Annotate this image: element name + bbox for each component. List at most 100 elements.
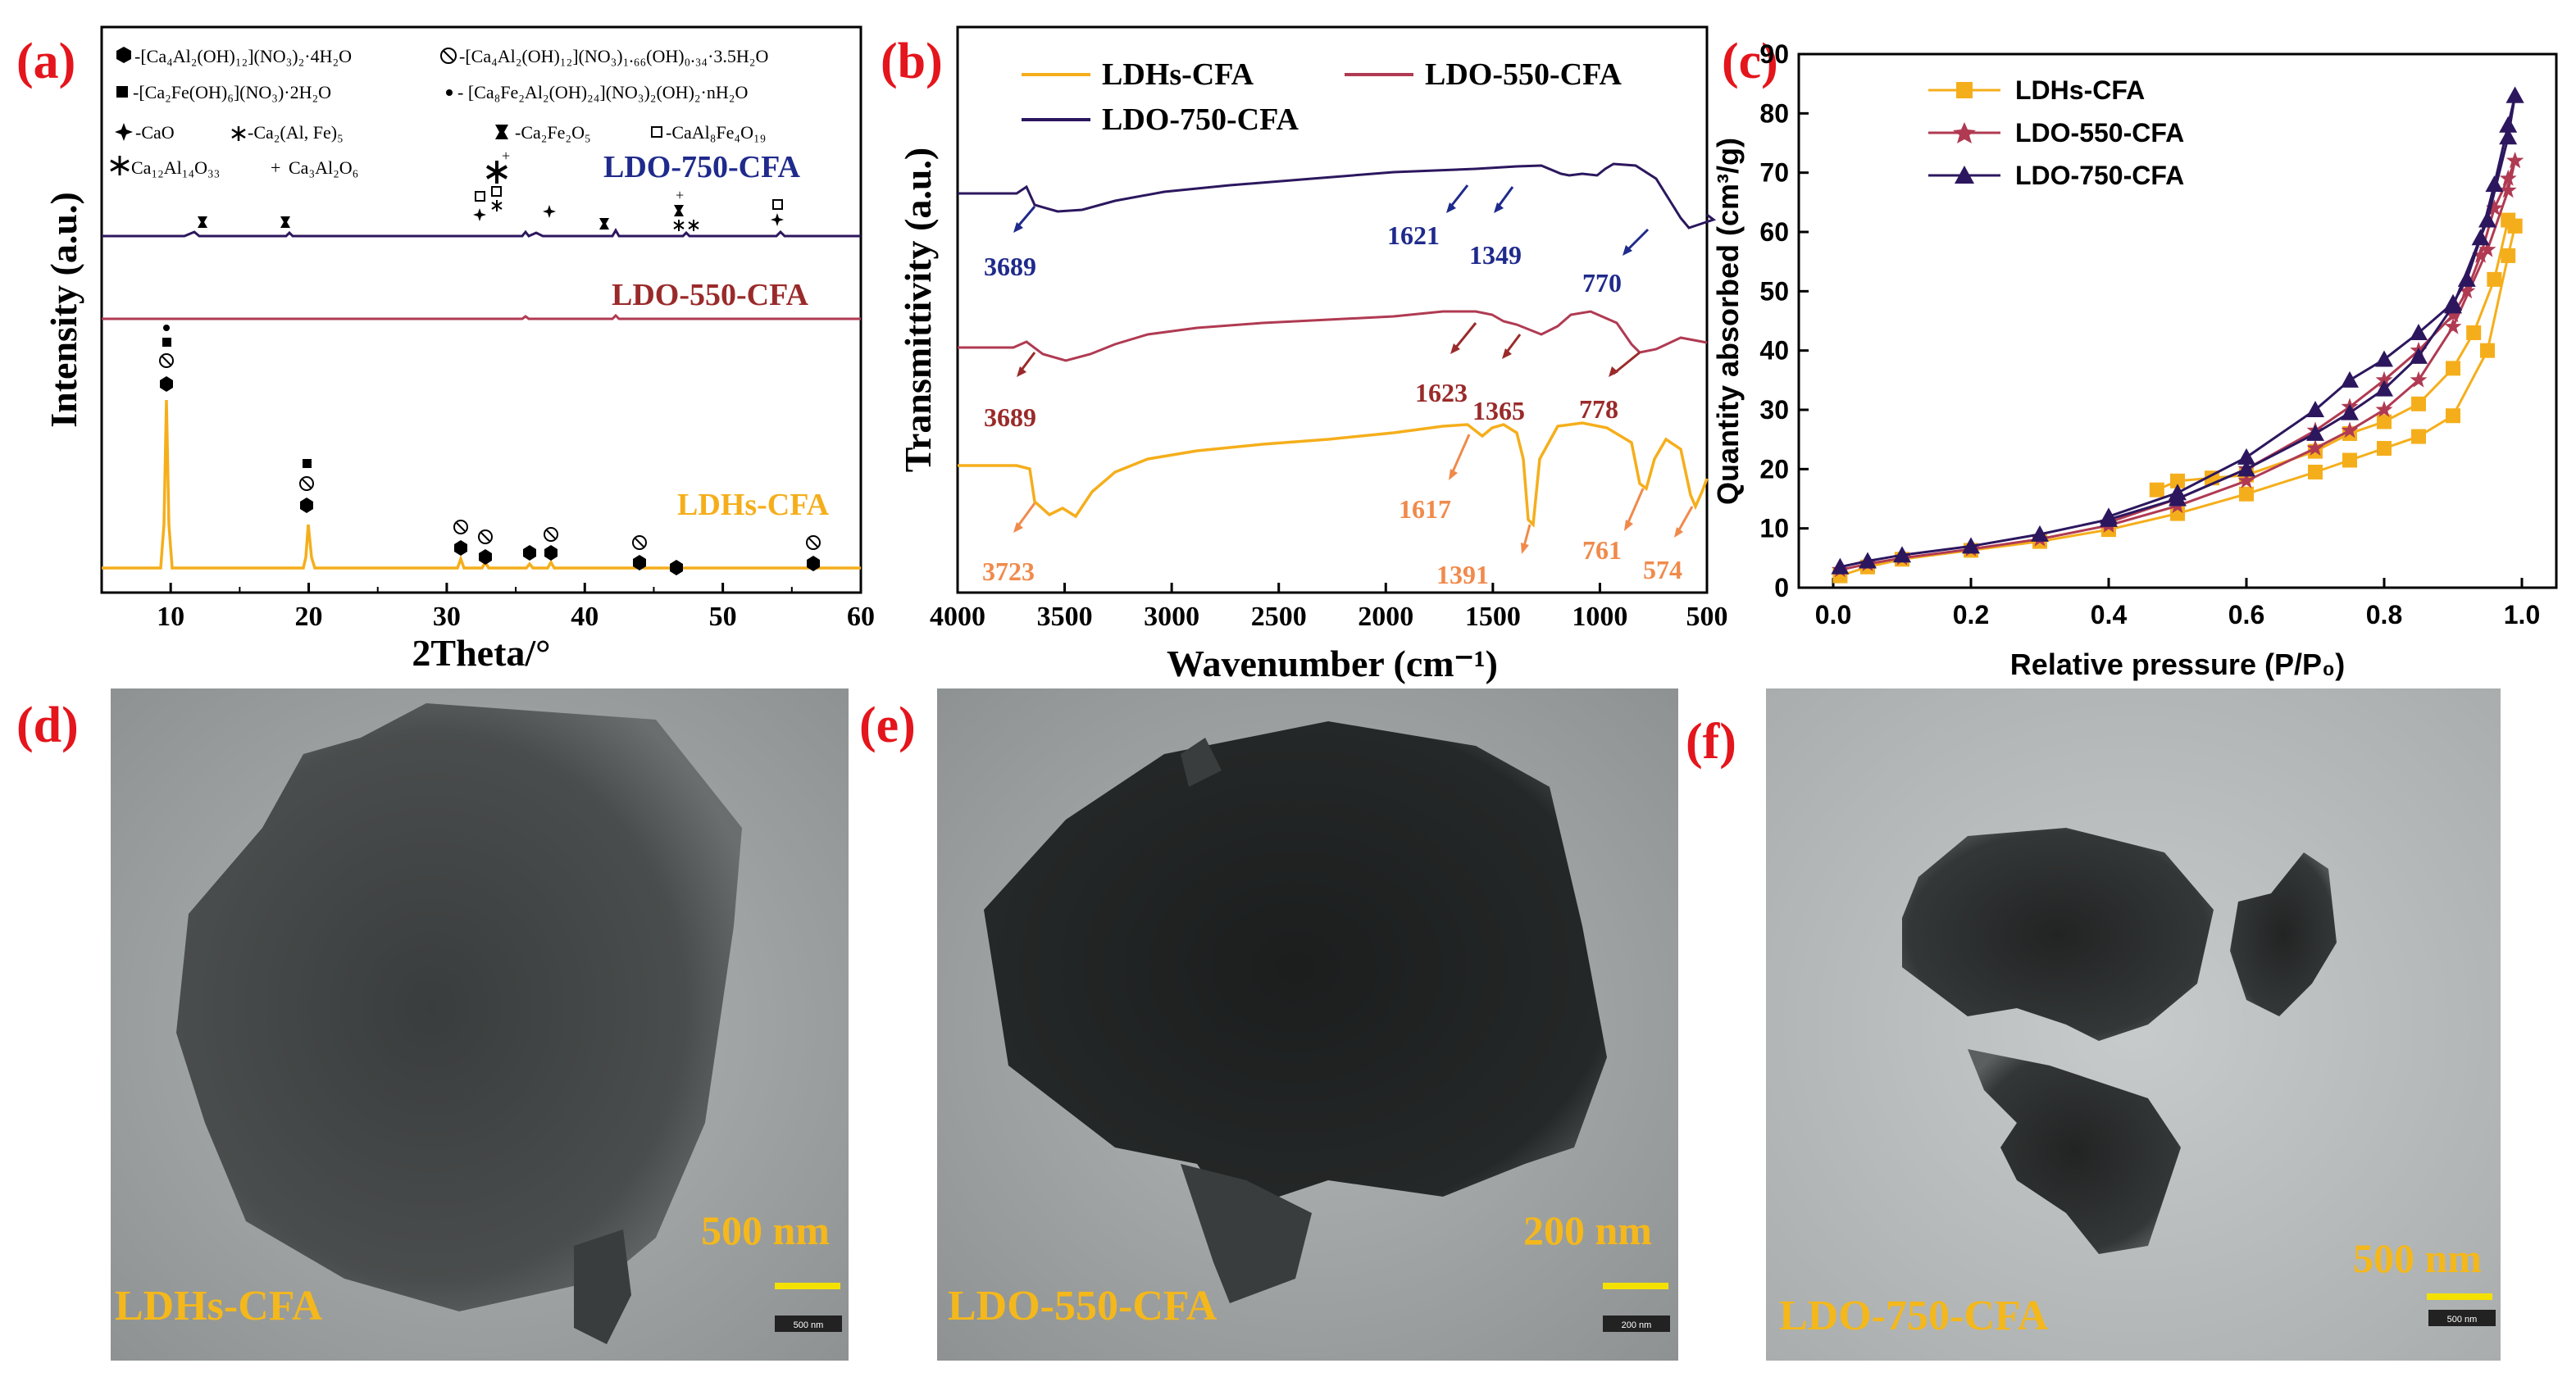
- bet-point: [2308, 464, 2323, 479]
- bet-point: [2100, 507, 2118, 525]
- bet-point: [2485, 199, 2503, 216]
- tem-d-mini-scale-text: 500 nm: [794, 1320, 824, 1330]
- ftir-band-labels-ldo550: [1017, 322, 1641, 377]
- four-point-star-marker-icon: [115, 123, 133, 141]
- bet-y-tick-label: 30: [1759, 395, 1789, 425]
- tem-f-scale-text: 500 nm: [2353, 1235, 2482, 1281]
- bet-point: [1831, 557, 1850, 575]
- panel-c-letter: (c): [1722, 34, 1778, 89]
- xrd-legend-item-5: -CaO: [135, 122, 175, 143]
- bet-y-tick-label: 60: [1759, 217, 1789, 247]
- panel-a-xrd: (a) 10 20 30 40 50 60 2Theta/° Intensity (a.u…: [16, 25, 875, 674]
- bet-point: [2306, 401, 2324, 417]
- ftir-curve-ldo550: [958, 310, 1708, 362]
- bet-point: [2031, 525, 2049, 542]
- ftir-band-labels-ldo750: [1013, 184, 1650, 256]
- ftir-x-ticks: 4000 3500 3000 2500 2000 1500 1000 500: [930, 583, 1728, 632]
- bet-legend-ldo550: LDO-550-CFA: [2015, 118, 2184, 148]
- dot-marker-icon: [446, 89, 453, 96]
- bet-point: [1962, 537, 1980, 554]
- bet-point: [2306, 424, 2324, 441]
- bet-point: [2446, 408, 2460, 424]
- bet-axes-frame: [1797, 52, 2558, 589]
- bet-y-axis-title: Quantity absorbed (cm³/g): [1711, 138, 1745, 505]
- tem-particle-f-2: [2230, 852, 2337, 1016]
- bet-line-adsorption: [1840, 160, 2517, 571]
- bet-point: [2444, 293, 2462, 311]
- tem-particle-d: [176, 703, 742, 1311]
- ftir-band-770: 770: [1582, 268, 1622, 298]
- square-marker-icon: [116, 86, 128, 98]
- bet-x-tick-label: 0.2: [1953, 600, 1989, 629]
- bet-point: [2485, 175, 2504, 193]
- ftir-band-1349: 1349: [1469, 240, 1522, 270]
- xrd-x-ticks: 10 20 30 40 50 60: [101, 583, 875, 632]
- tem-e-label: LDO-550-CFA: [948, 1283, 1217, 1329]
- bet-point: [2239, 486, 2254, 502]
- ftir-band-3689-b: 3689: [984, 402, 1036, 432]
- svg-text:+: +: [502, 148, 510, 164]
- triangle-legend-marker-icon: [1955, 166, 1974, 184]
- tem-particle-f-1: [1902, 828, 2214, 1041]
- xrd-legend-item-4: - [Ca₈Fe₂Al₂(OH)₂₄](NO₃)₂(OH)₂·nH₂O: [457, 82, 748, 102]
- panel-a-letter: (a): [16, 34, 75, 89]
- bet-y-tick-label: 0: [1774, 573, 1789, 602]
- bet-point: [2478, 211, 2496, 228]
- xrd-x-tick-label: 30: [433, 602, 461, 632]
- bet-point: [2410, 323, 2428, 340]
- ftir-band-778: 778: [1579, 394, 1618, 424]
- plus-marker-icon: +: [271, 157, 280, 178]
- tem-particle-d-fragment: [574, 1229, 631, 1344]
- bet-point: [2237, 448, 2255, 465]
- star-legend-marker-icon: [1953, 122, 1976, 143]
- bet-x-tick-label: 0.4: [2091, 600, 2128, 629]
- bet-ticks: 0.0 0.2 0.4 0.6 0.8 1.0 0 10 20 30 40 50 60 70 80 90: [1759, 39, 2540, 629]
- bet-point: [2341, 403, 2359, 420]
- xrd-curve-ldo750: [102, 227, 861, 238]
- tem-particle-f-3: [1968, 1049, 2181, 1254]
- panel-f-letter: (f): [1686, 714, 1736, 770]
- tem-d-label: LDHs-CFA: [115, 1283, 323, 1329]
- bet-point: [2170, 473, 2185, 489]
- xrd-peak-markers-ldhs: [159, 325, 821, 575]
- ftir-x-tick-label: 3000: [1144, 602, 1199, 632]
- bet-y-tick-label: 90: [1759, 39, 1789, 69]
- bet-y-tick-label: 70: [1759, 158, 1789, 188]
- ftir-band-1617: 1617: [1399, 494, 1451, 524]
- bet-point: [1859, 552, 1877, 569]
- bet-x-tick-label: 0.0: [1815, 600, 1851, 629]
- xrd-legend-item-3: -[Ca₂Fe(OH)₆](NO₃)·2H₂O: [133, 82, 331, 102]
- ftir-curve-ldo750: [958, 162, 1717, 229]
- panel-f-tem: (f) 500 nm 500 nm LDO-750-CFA: [1686, 688, 2501, 1361]
- bet-curves: [1831, 86, 2524, 584]
- ftir-x-tick-label: 1500: [1465, 602, 1521, 632]
- bet-point: [2375, 370, 2393, 388]
- bet-line-adsorption: [1840, 95, 2517, 569]
- xrd-peak-markers-ldo750: + +: [198, 148, 784, 231]
- panel-d-tem: (d) 500 nm 500 nm LDHs-CFA: [16, 688, 849, 1361]
- xrd-legend: -[Ca₄Al₂(OH)₁₂](NO₃)₂·4H₂O -[Ca₄Al₂(OH)₁…: [110, 46, 768, 178]
- bet-y-tick-label: 80: [1759, 98, 1789, 128]
- bet-point: [2472, 246, 2490, 263]
- bet-line-desorption: [2156, 217, 2516, 491]
- ftir-band-574: 574: [1643, 555, 1682, 584]
- xrd-x-tick-label: 60: [847, 602, 875, 632]
- bet-y-tick-label: 20: [1759, 454, 1789, 484]
- bet-x-tick-label: 0.6: [2228, 600, 2264, 629]
- bet-point: [2478, 240, 2496, 257]
- xrd-x-tick-label: 10: [157, 602, 184, 632]
- bet-x-tick-label: 1.0: [2504, 600, 2540, 629]
- ftir-band-3723: 3723: [982, 557, 1035, 586]
- xrd-y-axis-title: Intensity (a.u.): [43, 192, 84, 428]
- svg-text:+: +: [676, 187, 684, 203]
- circle-slash-marker-icon: [440, 48, 457, 64]
- ftir-legend: LDHs-CFA LDO-550-CFA LDO-750-CFA: [1022, 57, 1622, 137]
- xrd-legend-item-9: Ca₁₂Al₁₄O₃₃: [131, 157, 220, 178]
- bet-point: [2410, 370, 2428, 388]
- xrd-legend-item-7: -Ca₂Fe₂O₅: [515, 122, 591, 143]
- bet-point: [2501, 248, 2516, 263]
- bet-point: [2444, 317, 2462, 334]
- ftir-axes-frame: [956, 25, 1709, 594]
- tem-f-scale-bar: [2427, 1293, 2492, 1300]
